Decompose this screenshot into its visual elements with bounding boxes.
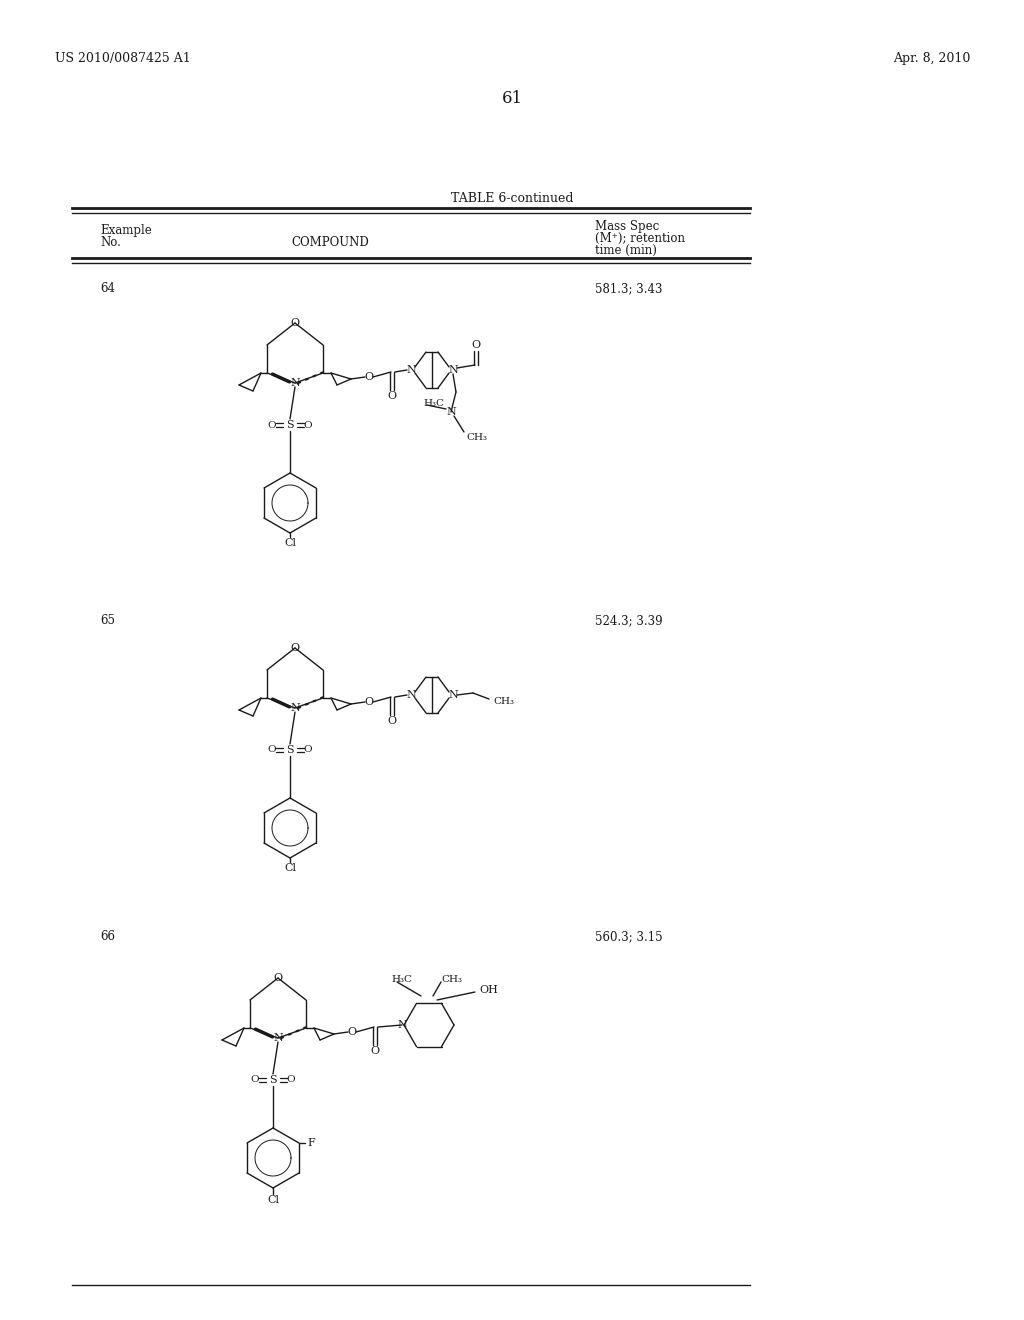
Text: 61: 61 — [502, 90, 522, 107]
Text: O: O — [304, 746, 312, 755]
Text: N: N — [407, 690, 416, 700]
Text: O: O — [365, 697, 374, 708]
Text: O: O — [251, 1076, 259, 1085]
Text: Example: Example — [100, 224, 152, 238]
Text: 66: 66 — [100, 931, 115, 942]
Text: S: S — [269, 1074, 276, 1085]
Text: Cl: Cl — [284, 863, 296, 873]
Text: N: N — [290, 704, 300, 713]
Text: time (min): time (min) — [595, 244, 656, 257]
Text: Cl: Cl — [267, 1195, 279, 1205]
Text: OH: OH — [479, 985, 498, 995]
Text: S: S — [286, 744, 294, 755]
Text: 524.3; 3.39: 524.3; 3.39 — [595, 614, 663, 627]
Text: O: O — [371, 1045, 380, 1056]
Text: O: O — [291, 318, 300, 327]
Text: O: O — [347, 1027, 356, 1038]
Text: CH₃: CH₃ — [466, 433, 487, 441]
Text: No.: No. — [100, 236, 121, 249]
Text: TABLE 6-continued: TABLE 6-continued — [451, 191, 573, 205]
Text: N: N — [449, 366, 458, 375]
Text: N: N — [397, 1020, 407, 1030]
Text: O: O — [304, 421, 312, 429]
Text: N: N — [273, 1034, 283, 1043]
Text: O: O — [387, 391, 396, 401]
Text: O: O — [287, 1076, 295, 1085]
Text: O: O — [267, 421, 276, 429]
Text: H₃C: H₃C — [391, 975, 412, 985]
Text: 65: 65 — [100, 614, 115, 627]
Text: Apr. 8, 2010: Apr. 8, 2010 — [893, 51, 970, 65]
Text: US 2010/0087425 A1: US 2010/0087425 A1 — [55, 51, 190, 65]
Text: 560.3; 3.15: 560.3; 3.15 — [595, 931, 663, 942]
Text: S: S — [286, 420, 294, 430]
Text: Cl: Cl — [284, 539, 296, 548]
Text: O: O — [267, 746, 276, 755]
Text: O: O — [387, 715, 396, 726]
Text: N: N — [407, 366, 416, 375]
Text: CH₃: CH₃ — [441, 975, 462, 985]
Text: O: O — [291, 643, 300, 653]
Text: (M⁺); retention: (M⁺); retention — [595, 232, 685, 246]
Text: H₃C: H₃C — [423, 400, 444, 408]
Text: COMPOUND: COMPOUND — [291, 236, 369, 249]
Text: N: N — [449, 690, 458, 700]
Text: N: N — [290, 378, 300, 388]
Text: O: O — [471, 341, 480, 350]
Text: N: N — [446, 407, 456, 417]
Text: O: O — [273, 973, 283, 983]
Text: 64: 64 — [100, 282, 115, 294]
Text: CH₃: CH₃ — [493, 697, 514, 705]
Text: F: F — [307, 1138, 314, 1148]
Text: 581.3; 3.43: 581.3; 3.43 — [595, 282, 663, 294]
Text: O: O — [365, 372, 374, 381]
Text: Mass Spec: Mass Spec — [595, 220, 659, 234]
